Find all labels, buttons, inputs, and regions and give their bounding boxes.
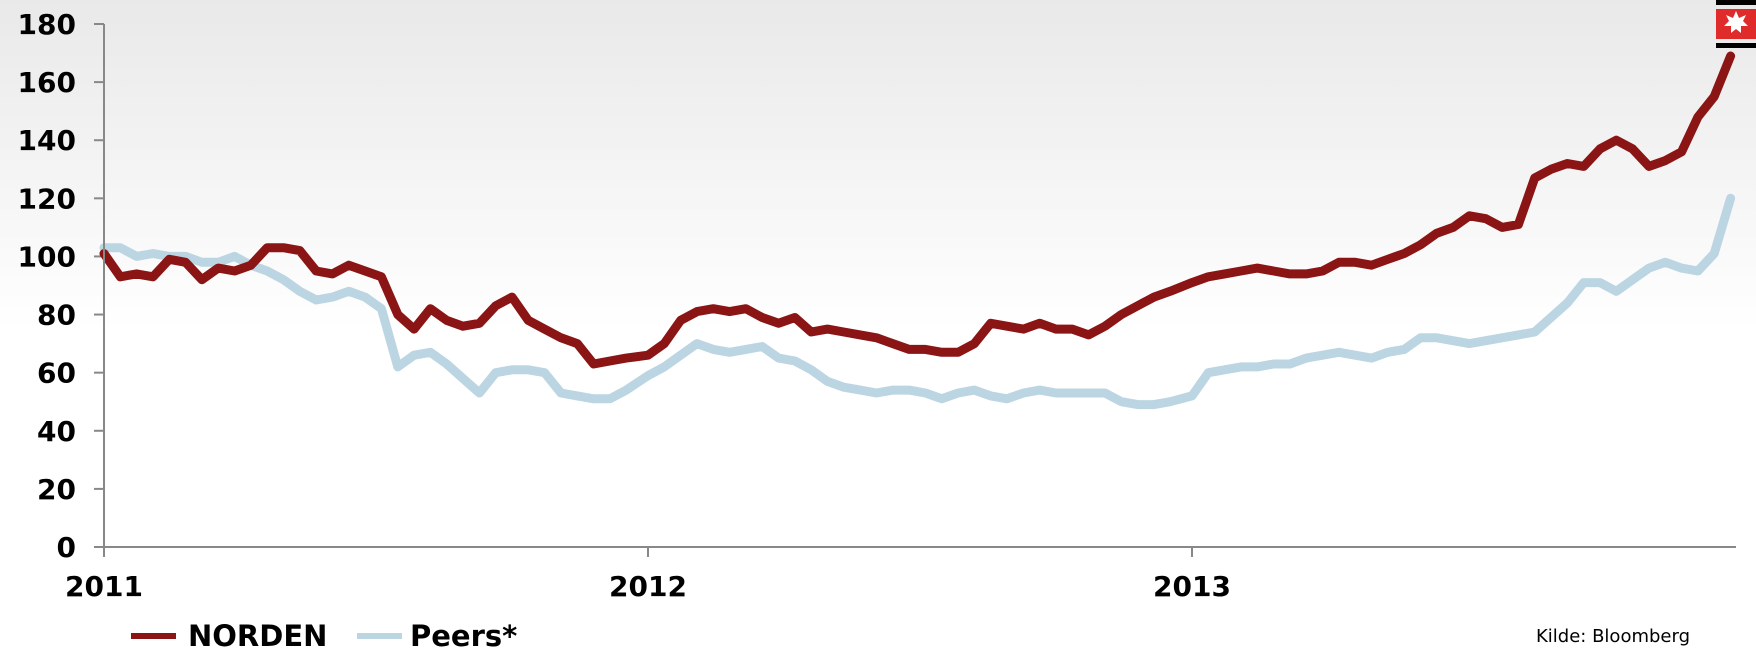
y-tick-label: 60 xyxy=(37,357,76,390)
y-tick-label: 0 xyxy=(57,531,76,564)
y-axis-ticks: 0 20 40 60 80 100 120 140 160 180 xyxy=(18,8,104,564)
series-line-peers xyxy=(99,193,1736,410)
source-note: Kilde: Bloomberg xyxy=(1536,626,1690,647)
y-tick-label: 180 xyxy=(18,8,76,41)
x-tick-label: 2013 xyxy=(1153,570,1231,603)
y-tick-label: 40 xyxy=(37,415,76,448)
x-tick-label: 2011 xyxy=(65,570,143,603)
logo-icon xyxy=(1716,0,1756,48)
legend: NORDEN Peers* xyxy=(131,619,517,648)
legend-item-norden: NORDEN xyxy=(131,619,327,648)
y-tick-label: 100 xyxy=(18,240,76,273)
y-tick-label: 140 xyxy=(18,124,76,157)
x-axis-ticks: 2011 2012 2013 xyxy=(65,547,1231,603)
legend-label-norden: NORDEN xyxy=(188,619,327,648)
legend-item-peers: Peers* xyxy=(357,619,517,648)
x-tick-label: 2012 xyxy=(609,570,687,603)
legend-label-peers: Peers* xyxy=(410,619,517,648)
series-layer xyxy=(99,51,1736,410)
y-tick-label: 120 xyxy=(18,182,76,215)
y-tick-label: 80 xyxy=(37,299,76,332)
y-tick-label: 20 xyxy=(37,473,76,506)
series-line-norden xyxy=(99,51,1736,369)
y-tick-label: 160 xyxy=(18,66,76,99)
